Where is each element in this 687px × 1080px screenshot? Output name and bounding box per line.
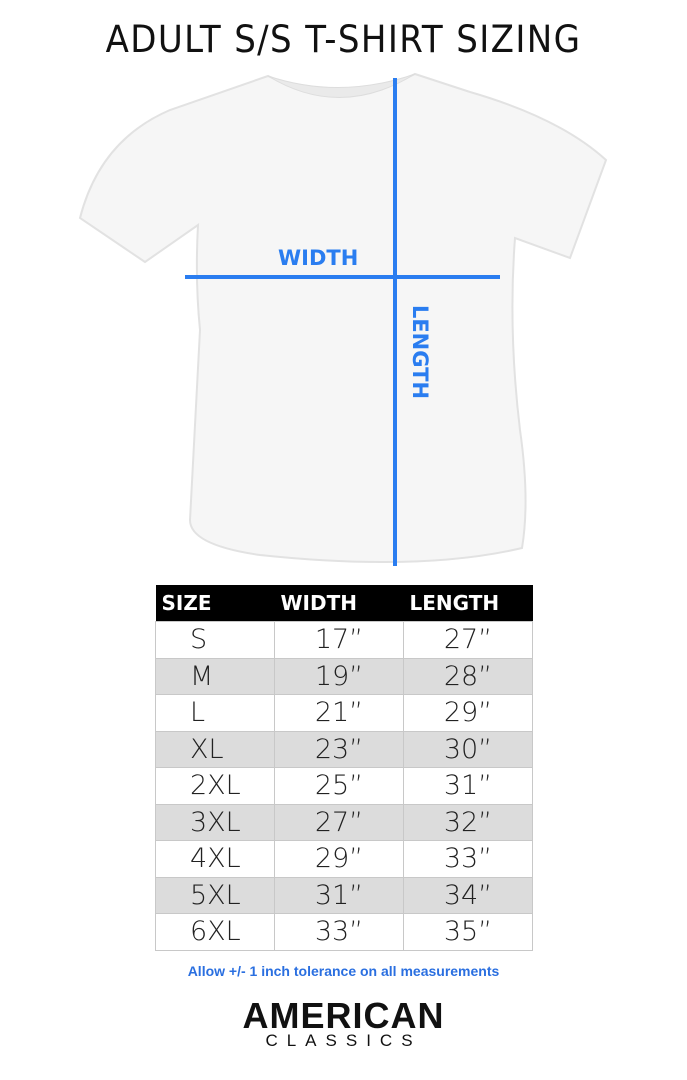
table-header: SIZE WIDTH LENGTH [155,585,533,622]
length-cell: 32” [403,803,533,841]
header-width: WIDTH [274,585,404,622]
length-cell: 34” [403,876,533,914]
table-row: S 17” 27” [155,621,533,659]
length-cell: 29” [403,694,533,732]
size-chart-table: SIZE WIDTH LENGTH S 17” 27” M 19” 28” L 21” 29” X… [155,585,533,951]
size-cell: 2XL [155,767,275,805]
width-cell: 31” [274,876,404,914]
tshirt-shape [78,72,608,564]
page-title: ADULT S/S T-SHIRT SIZING [105,18,582,61]
width-cell: 19” [274,657,404,695]
brand-logo-line2: CLASSICS [265,1031,422,1050]
width-cell: 23” [274,730,404,768]
table-row: 2XL 25” 31” [155,767,533,805]
length-cell: 27” [403,621,533,659]
width-label: WIDTH [278,246,359,270]
length-cell: 31” [403,767,533,805]
width-cell: 25” [274,767,404,805]
table-row: 5XL 31” 34” [155,876,533,914]
tshirt-collar [267,73,416,98]
size-cell: 5XL [155,876,275,914]
table-row: 4XL 29” 33” [155,840,533,878]
tolerance-note: Allow +/- 1 inch tolerance on all measur… [187,963,500,979]
width-cell: 29” [274,840,404,878]
length-cell: 33” [403,840,533,878]
tshirt-illustration [78,72,608,566]
width-cell: 17” [274,621,404,659]
brand-logo-line1: AMERICAN [242,995,445,1036]
header-size: SIZE [155,585,275,622]
header-length: LENGTH [403,585,533,622]
size-cell: 4XL [155,840,275,878]
size-cell: 3XL [155,803,275,841]
table-row: 3XL 27” 32” [155,803,533,841]
width-cell: 21” [274,694,404,732]
length-cell: 30” [403,730,533,768]
table-row: L 21” 29” [155,694,533,732]
table-row: M 19” 28” [155,657,533,695]
width-cell: 27” [274,803,404,841]
table-row: 6XL 33” 35” [155,913,533,951]
length-cell: 35” [403,913,533,951]
size-cell: S [155,621,275,659]
width-cell: 33” [274,913,404,951]
size-cell: 6XL [155,913,275,951]
length-cell: 28” [403,657,533,695]
size-cell: L [155,694,275,732]
size-cell: XL [155,730,275,768]
size-cell: M [155,657,275,695]
length-label: LENGTH [408,304,432,400]
table-row: XL 23” 30” [155,730,533,768]
